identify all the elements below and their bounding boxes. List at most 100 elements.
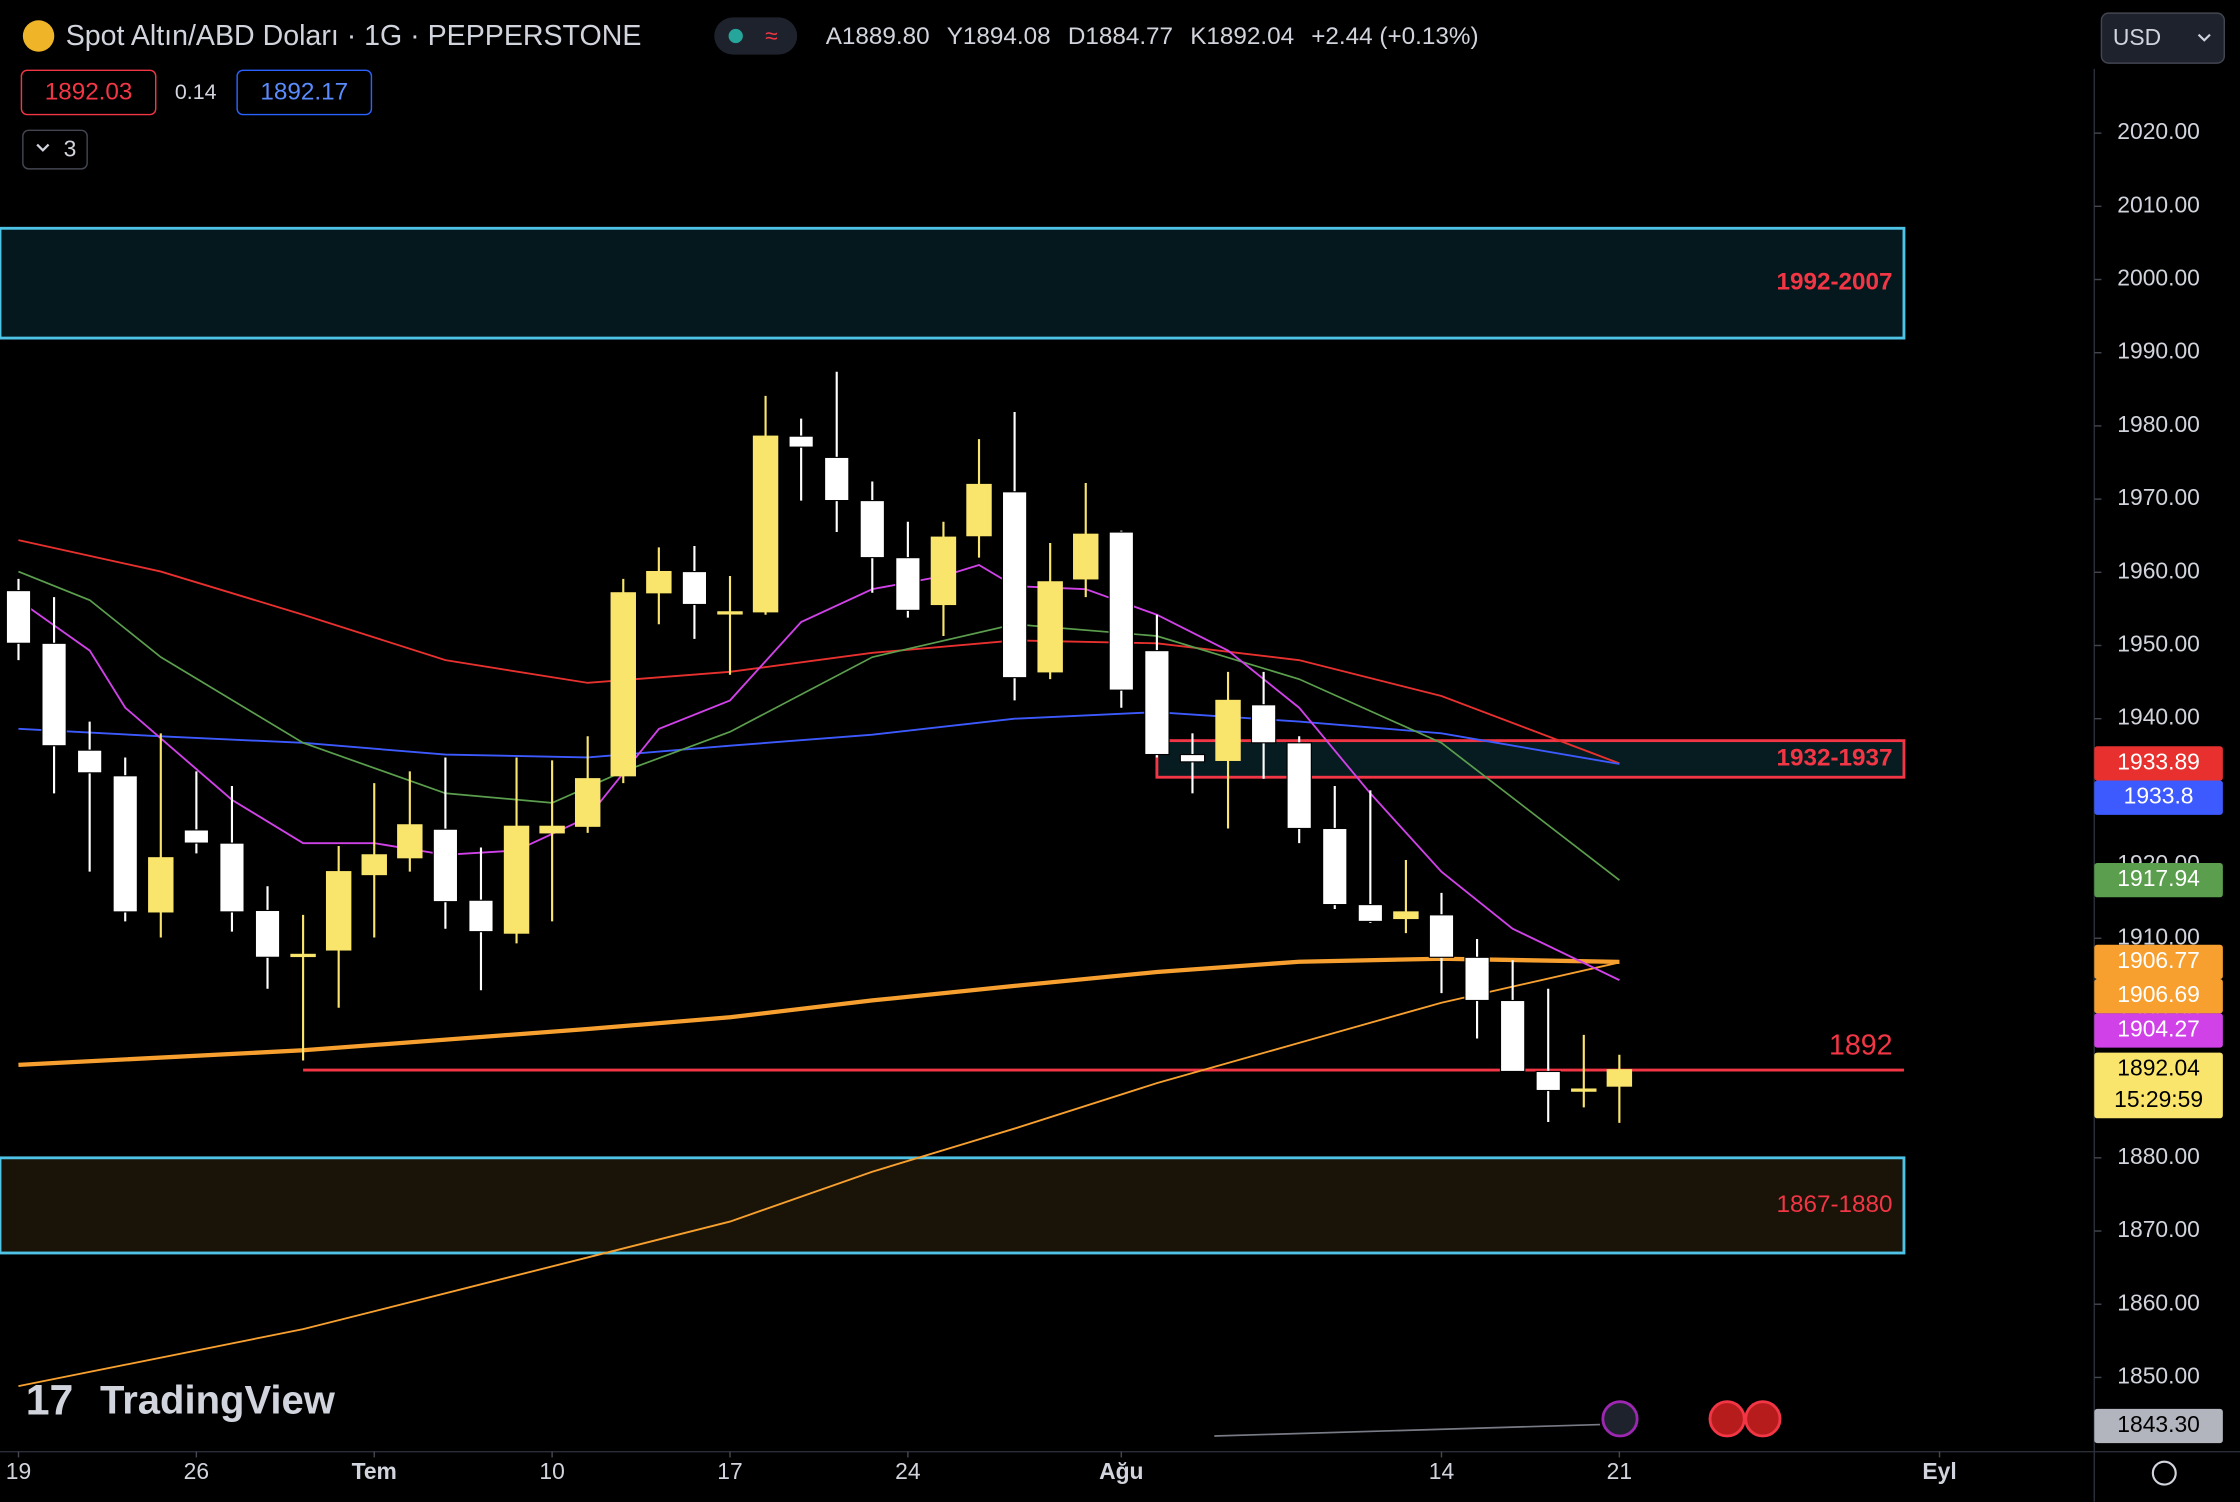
indicator-line — [1214, 1423, 1601, 1437]
zone-label: 1992-2007 — [1776, 269, 1892, 296]
chevron — [36, 143, 50, 152]
candle-body — [1535, 1070, 1561, 1092]
candle-body — [1357, 904, 1384, 922]
candle-body — [859, 499, 886, 559]
x-tick-label: Ağu — [1099, 1458, 1143, 1484]
x-tick-label: 14 — [1429, 1458, 1455, 1484]
candle-body — [361, 854, 387, 876]
x-tick-label: 21 — [1607, 1458, 1632, 1484]
candle-body — [681, 570, 708, 606]
sell-button[interactable] — [20, 69, 157, 116]
ohlc-value: D1884.77 — [1068, 23, 1173, 50]
y-tick-label: 1960.00 — [2117, 557, 2200, 583]
x-tick-label: 17 — [717, 1458, 742, 1484]
x-tick-label: 19 — [6, 1458, 31, 1484]
y-tick-label: 1990.00 — [2117, 338, 2200, 364]
currency-select[interactable] — [2100, 12, 2226, 64]
countdown: 15:29:59 — [2114, 1086, 2203, 1112]
last-price-label: 1892.04 — [2117, 1055, 2200, 1081]
price-tag-label: 1917.94 — [2117, 865, 2200, 891]
candle-body — [1571, 1088, 1597, 1092]
candle-body — [930, 536, 957, 606]
price-tag — [2094, 979, 2223, 1014]
candle-body — [1606, 1069, 1633, 1087]
price-tag-label: 1904.27 — [2117, 1016, 2200, 1042]
status-pill[interactable] — [714, 17, 798, 55]
candle-body — [254, 909, 281, 958]
candle-body — [5, 590, 32, 644]
buy-price[interactable]: 1892.17 — [260, 79, 348, 106]
candle-body — [1322, 827, 1348, 906]
candle-body — [219, 842, 245, 913]
moving-average — [17, 563, 1620, 981]
y-tick-label: 1880.00 — [2117, 1143, 2200, 1169]
buy-button[interactable] — [236, 69, 373, 116]
logo-mark: 17 — [26, 1376, 74, 1424]
candle-body — [1250, 704, 1277, 744]
candle-body — [1428, 914, 1455, 958]
zone — [1155, 739, 1906, 779]
event-icon[interactable] — [1708, 1400, 1746, 1438]
candle-body — [1001, 491, 1028, 679]
candle-body — [1073, 533, 1099, 580]
x-tick-label: 24 — [895, 1458, 921, 1484]
ohlc-value: Y1894.08 — [947, 23, 1051, 50]
market-status — [728, 28, 743, 44]
price-tag-label: 1906.77 — [2117, 947, 2200, 973]
y-tick-label: 1870.00 — [2117, 1216, 2200, 1242]
candle-body — [610, 592, 636, 777]
candle-body — [325, 871, 352, 951]
candle-body — [966, 483, 992, 537]
status-icon: ≈ — [765, 22, 778, 48]
event-icon[interactable] — [1601, 1400, 1639, 1438]
candle-body — [1037, 581, 1063, 673]
event-icon[interactable] — [1744, 1400, 1782, 1438]
candle-body — [824, 456, 850, 502]
candle-body — [539, 825, 565, 834]
candle-body — [574, 778, 601, 827]
candle-body — [1464, 956, 1490, 1002]
zone — [0, 1156, 1906, 1255]
candle-body — [1499, 999, 1526, 1073]
low-tag — [2094, 1408, 2223, 1444]
ohlc-value: K1892.04 — [1190, 23, 1294, 50]
candle-body — [112, 775, 138, 913]
y-tick-label: 1950.00 — [2117, 631, 2200, 657]
price-tag — [2094, 1013, 2223, 1048]
candle-body — [1144, 650, 1170, 756]
candle-body — [646, 570, 672, 594]
y-tick-label: 1980.00 — [2117, 411, 2200, 437]
settings-button[interactable] — [2151, 1460, 2177, 1486]
candle-body — [468, 899, 494, 933]
ohlc-value: +2.44 (+0.13%) — [1311, 23, 1478, 50]
y-tick-label: 1860.00 — [2117, 1289, 2200, 1315]
moving-average — [18, 539, 1620, 765]
candle-body — [41, 642, 67, 747]
candle-body — [290, 953, 316, 958]
price-tag — [2094, 746, 2223, 781]
symbol-title[interactable]: Spot Altın/ABD Doları · 1G · PEPPERSTONE — [66, 20, 642, 52]
sell-price[interactable]: 1892.03 — [45, 79, 133, 106]
indicators-toggle[interactable] — [22, 129, 88, 170]
zone-label: 1867-1880 — [1776, 1191, 1892, 1218]
candle-body — [1179, 753, 1206, 763]
moving-average — [18, 711, 1620, 765]
price-tag-label: 1906.69 — [2117, 981, 2200, 1007]
price-tag — [2094, 780, 2223, 815]
price-tag — [2094, 944, 2223, 980]
chevron — [2197, 33, 2211, 42]
currency[interactable]: USD — [2113, 24, 2161, 50]
y-tick-label: 1970.00 — [2117, 484, 2200, 510]
last-price-tag — [2094, 1052, 2223, 1119]
logo: TradingView — [100, 1379, 336, 1423]
price-tag-label: 1933.89 — [2117, 748, 2200, 774]
ohlc-value: A1889.80 — [826, 23, 930, 50]
zone-label: 1932-1937 — [1776, 744, 1892, 771]
ohlc: A1889.80 Y1894.08 D1884.77 K1892.04 +2.44 (+… — [826, 23, 1479, 50]
x-tick-label: Eyl — [1922, 1458, 1956, 1484]
candle-body — [76, 749, 103, 774]
symbol-icon[interactable] — [22, 20, 55, 52]
spread: 0.14 — [175, 80, 217, 104]
candle-body — [148, 857, 174, 913]
